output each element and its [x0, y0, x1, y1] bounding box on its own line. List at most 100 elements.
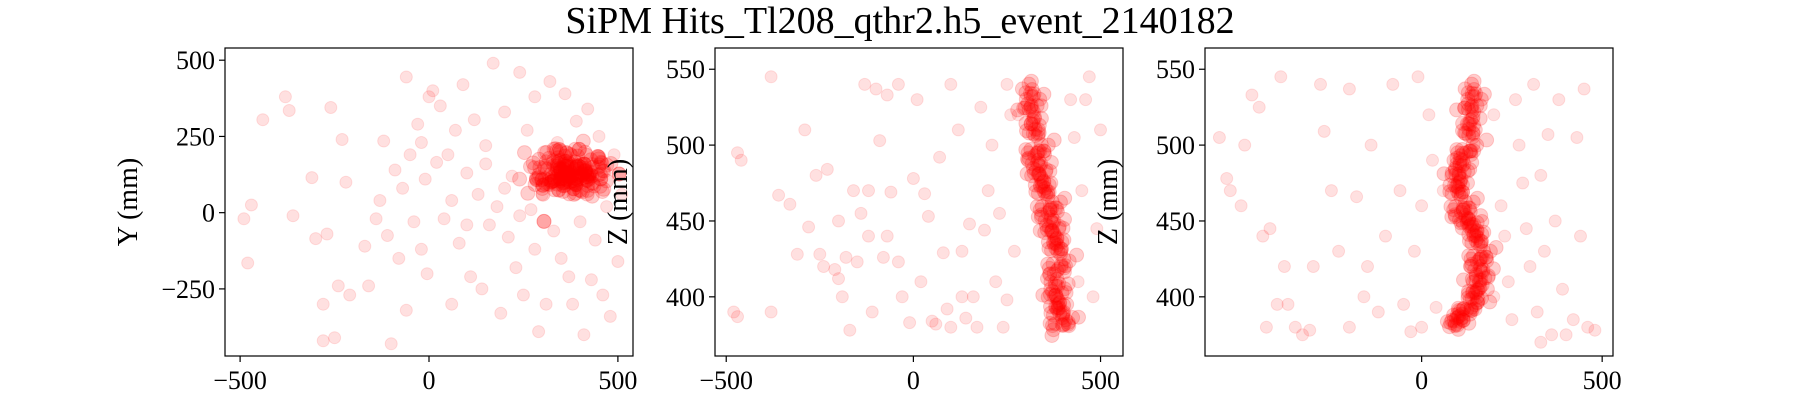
scatter-point: [607, 148, 621, 162]
axes-frame: [1204, 47, 1614, 357]
scatter-point: [1025, 104, 1041, 119]
scatter-point: [772, 188, 786, 202]
scatter-point: [1415, 320, 1429, 334]
scatter-point: [567, 141, 583, 157]
scatter-point: [959, 311, 973, 325]
scatter-point: [832, 214, 845, 228]
scatter-point: [1570, 131, 1584, 144]
scatter-point: [1465, 194, 1481, 210]
scatter-point: [1468, 285, 1484, 301]
scatter-point: [1471, 280, 1487, 296]
scatter-point: [388, 163, 402, 177]
scatter-point: [566, 181, 582, 197]
scatter-point: [1453, 186, 1469, 202]
scatter-point: [1460, 211, 1476, 227]
scatter-point: [1473, 208, 1489, 224]
y-tick-label: 0: [202, 199, 215, 228]
scatter-point: [460, 218, 474, 232]
scatter-point: [1023, 98, 1039, 114]
scatter-point: [1042, 267, 1057, 282]
scatter-point: [1050, 297, 1066, 313]
scatter-point: [1212, 131, 1226, 144]
scatter-point: [914, 275, 928, 289]
scatter-point: [1029, 145, 1045, 161]
figure-title: SiPM Hits_Tl208_qthr2.h5_event_2140182: [565, 0, 1234, 42]
scatter-point: [1449, 317, 1465, 333]
scatter-point: [546, 158, 562, 174]
scatter-point: [557, 171, 573, 186]
scatter-point: [1470, 292, 1486, 308]
scatter-point: [1046, 236, 1062, 251]
scatter-point: [1509, 93, 1522, 107]
scatter-point: [1462, 258, 1478, 274]
scatter-point: [817, 260, 831, 273]
scatter-point: [1465, 283, 1481, 299]
scatter-point: [1452, 174, 1468, 190]
scatter-point: [1450, 321, 1466, 337]
scatter-point: [1472, 275, 1487, 291]
scatter-point: [561, 168, 577, 184]
scatter-point: [1357, 290, 1371, 304]
scatter-point: [339, 175, 353, 189]
scatter-point: [1455, 152, 1471, 168]
scatter-point: [1454, 306, 1470, 322]
scatter-point: [562, 270, 576, 284]
scatter-point: [884, 185, 898, 199]
scatter-point: [1473, 263, 1489, 279]
scatter-point: [1436, 184, 1450, 198]
scatter-point: [282, 104, 296, 117]
scatter-point: [445, 194, 459, 207]
scatter-point: [727, 305, 741, 319]
scatter-point: [558, 174, 573, 189]
x-tick-label: 500: [1583, 366, 1622, 395]
scatter-point: [584, 273, 598, 287]
scatter-point: [1025, 126, 1041, 142]
scatter-point: [418, 172, 432, 186]
scatter-point: [316, 334, 330, 348]
scatter-point: [414, 136, 428, 149]
scatter-point: [1469, 223, 1485, 238]
scatter-point: [566, 173, 582, 188]
scatter-point: [1476, 224, 1492, 240]
scatter-point: [1050, 278, 1066, 294]
y-axis-label: Z (mm): [1093, 159, 1124, 245]
scatter-point: [568, 177, 584, 193]
scatter-point: [579, 168, 595, 184]
scatter-point: [1034, 175, 1050, 191]
scatter-point: [862, 229, 875, 243]
scatter-point: [479, 157, 493, 171]
scatter-point: [1464, 111, 1480, 127]
scatter-point: [1474, 290, 1489, 306]
scatter-point: [1477, 270, 1493, 286]
scatter-point: [1460, 214, 1476, 230]
scatter-point: [1462, 143, 1478, 159]
scatter-point: [577, 156, 592, 172]
scatter-point: [1463, 251, 1479, 267]
scatter-point: [1281, 297, 1295, 311]
scatter-point: [539, 144, 555, 160]
scatter-point: [1065, 310, 1081, 325]
scatter-point: [790, 247, 804, 261]
scatter-point: [1455, 214, 1471, 230]
scatter-point: [580, 173, 596, 188]
scatter-point: [244, 198, 258, 212]
scatter-point: [1021, 102, 1037, 118]
scatter-point: [569, 157, 585, 173]
scatter-point: [1342, 82, 1356, 96]
scatter-point: [981, 184, 995, 198]
scatter-point: [1468, 86, 1484, 102]
scatter-point: [534, 181, 550, 196]
scatter-point: [1058, 285, 1074, 301]
scatter-point: [1534, 168, 1548, 182]
scatter-point: [1453, 313, 1468, 329]
scatter-point: [1039, 222, 1055, 238]
scatter-point: [544, 173, 560, 189]
scatter-point: [1027, 148, 1043, 164]
scatter-point: [558, 165, 574, 181]
scatter-point: [1470, 236, 1486, 251]
scatter-point: [396, 181, 410, 195]
scatter-point: [1461, 233, 1477, 249]
scatter-point: [557, 166, 573, 182]
scatter-point: [552, 142, 567, 158]
scatter-point: [936, 246, 950, 260]
